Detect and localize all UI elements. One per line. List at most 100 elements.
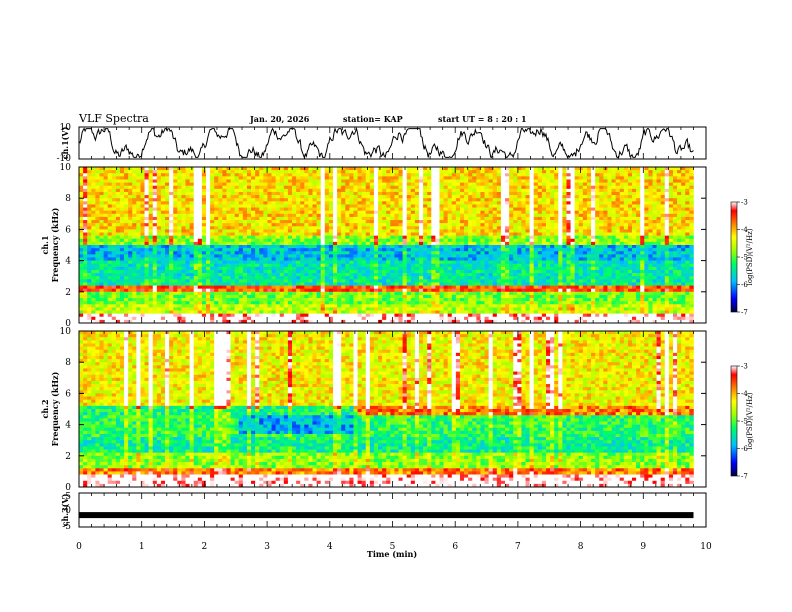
spectrogram-cell (533, 226, 539, 230)
spectrogram-cell (464, 254, 469, 258)
spectrogram-cell (259, 254, 264, 258)
spectrogram-cell (566, 220, 571, 224)
spectrogram-cell (378, 251, 383, 255)
spectrogram-cell (107, 191, 113, 196)
spectrogram-cell (513, 216, 518, 221)
spectrogram-cell (586, 226, 592, 230)
spectrogram-cell (439, 238, 444, 243)
spectrogram-cell (95, 232, 100, 236)
spectrogram-cell (259, 210, 264, 215)
spectrogram-cell (160, 188, 166, 193)
spectrogram-cell (648, 213, 653, 218)
spectrogram-cell (152, 182, 158, 187)
spectrogram-cell (349, 220, 354, 224)
spectrogram-cell (185, 266, 190, 271)
spectrogram-cell (660, 173, 666, 177)
spectrogram-cell (214, 195, 219, 199)
spectrogram-cell (623, 226, 629, 230)
spectrogram-cell (156, 167, 162, 171)
spectrogram-cell (505, 176, 510, 180)
spectrogram-cell (472, 223, 477, 227)
spectrogram-cell (205, 263, 211, 268)
spectrogram-cell (201, 257, 207, 261)
spectrogram-cell (558, 198, 563, 202)
spectrogram-cell (406, 263, 412, 268)
spectrogram-cell (177, 260, 182, 265)
spectrogram-cell (636, 229, 641, 233)
spectrogram-cell (140, 216, 145, 221)
spectrogram-cell (636, 232, 641, 236)
spectrogram-cell (591, 179, 596, 183)
spectrogram-cell (689, 167, 694, 171)
spectrogram-cell (304, 248, 309, 252)
spectrogram-cell (251, 179, 256, 183)
spectrogram-cell (107, 254, 113, 258)
spectrogram-cell (128, 245, 133, 249)
spectrogram-cell (574, 238, 580, 243)
spectrogram-cell (156, 238, 162, 243)
spectrogram-cell (214, 251, 219, 255)
spectrogram-cell (312, 254, 317, 258)
spectrogram-cell (419, 185, 424, 190)
spectrogram-cell (201, 204, 207, 208)
spectrogram-cell (521, 182, 526, 187)
spectrogram-cell (619, 248, 625, 252)
spectrogram-cell (378, 216, 383, 221)
spectrogram-cell (119, 254, 125, 258)
spectrogram-cell (353, 201, 358, 205)
spectrogram-cell (328, 238, 334, 243)
spectrogram-cell (414, 226, 420, 230)
spectrogram-cell (341, 176, 346, 180)
spectrogram-cell (599, 220, 604, 224)
spectrogram-cell (378, 173, 383, 177)
spectrogram-cell (345, 213, 350, 218)
spectrogram-cell (279, 182, 285, 187)
spectrogram-cell (79, 195, 84, 199)
spectrogram-cell (292, 191, 297, 196)
spectrogram-cell (230, 213, 235, 218)
spectrogram-cell (513, 238, 518, 243)
spectrogram-cell (644, 263, 649, 268)
spectrogram-cell (595, 266, 600, 271)
spectrogram-cell (599, 232, 604, 236)
spectrogram-cell (328, 213, 334, 218)
spectrogram-cell (406, 229, 412, 233)
spectrogram-cell (455, 170, 461, 174)
spectrogram-cell (292, 188, 297, 193)
spectrogram-cell (357, 198, 362, 202)
spectrogram-cell (562, 167, 567, 171)
spectrogram-cell (119, 248, 125, 252)
spectrogram-cell (603, 229, 608, 233)
spectrogram-cell (165, 263, 170, 268)
spectrogram-cell (132, 179, 137, 183)
spectrogram-cell (435, 173, 440, 177)
spectrogram-cell (554, 251, 559, 255)
spectrogram-cell (632, 207, 637, 211)
spectrogram-cell (410, 266, 416, 271)
spectrogram-cell (636, 182, 641, 187)
spectrogram-cell (443, 254, 448, 258)
spectrogram-cell (357, 188, 362, 193)
spectrogram-cell (111, 241, 117, 246)
spectrogram-cell (242, 229, 248, 233)
spectrogram-cell (328, 167, 334, 171)
spectrogram-cell (271, 235, 276, 240)
spectrogram-cell (406, 254, 412, 258)
spectrogram-cell (632, 182, 637, 187)
spectrogram-cell (447, 201, 453, 205)
spectrogram-cell (447, 235, 453, 240)
spectrogram-cell (394, 266, 399, 271)
spectrogram-cell (263, 185, 268, 190)
spectrogram-cell (623, 185, 629, 190)
spectrogram-cell (128, 226, 133, 230)
spectrogram-cell (439, 266, 444, 271)
spectrogram-cell (574, 254, 580, 258)
spectrogram-cell (242, 191, 248, 196)
spectrogram-cell (275, 176, 281, 180)
spectrogram-cell (582, 210, 588, 215)
spectrogram-cell (119, 198, 125, 202)
spectrogram-cell (484, 232, 489, 236)
spectrogram-cell (300, 248, 305, 252)
spectrogram-cell (595, 251, 600, 255)
spectrogram-cell (152, 269, 158, 274)
